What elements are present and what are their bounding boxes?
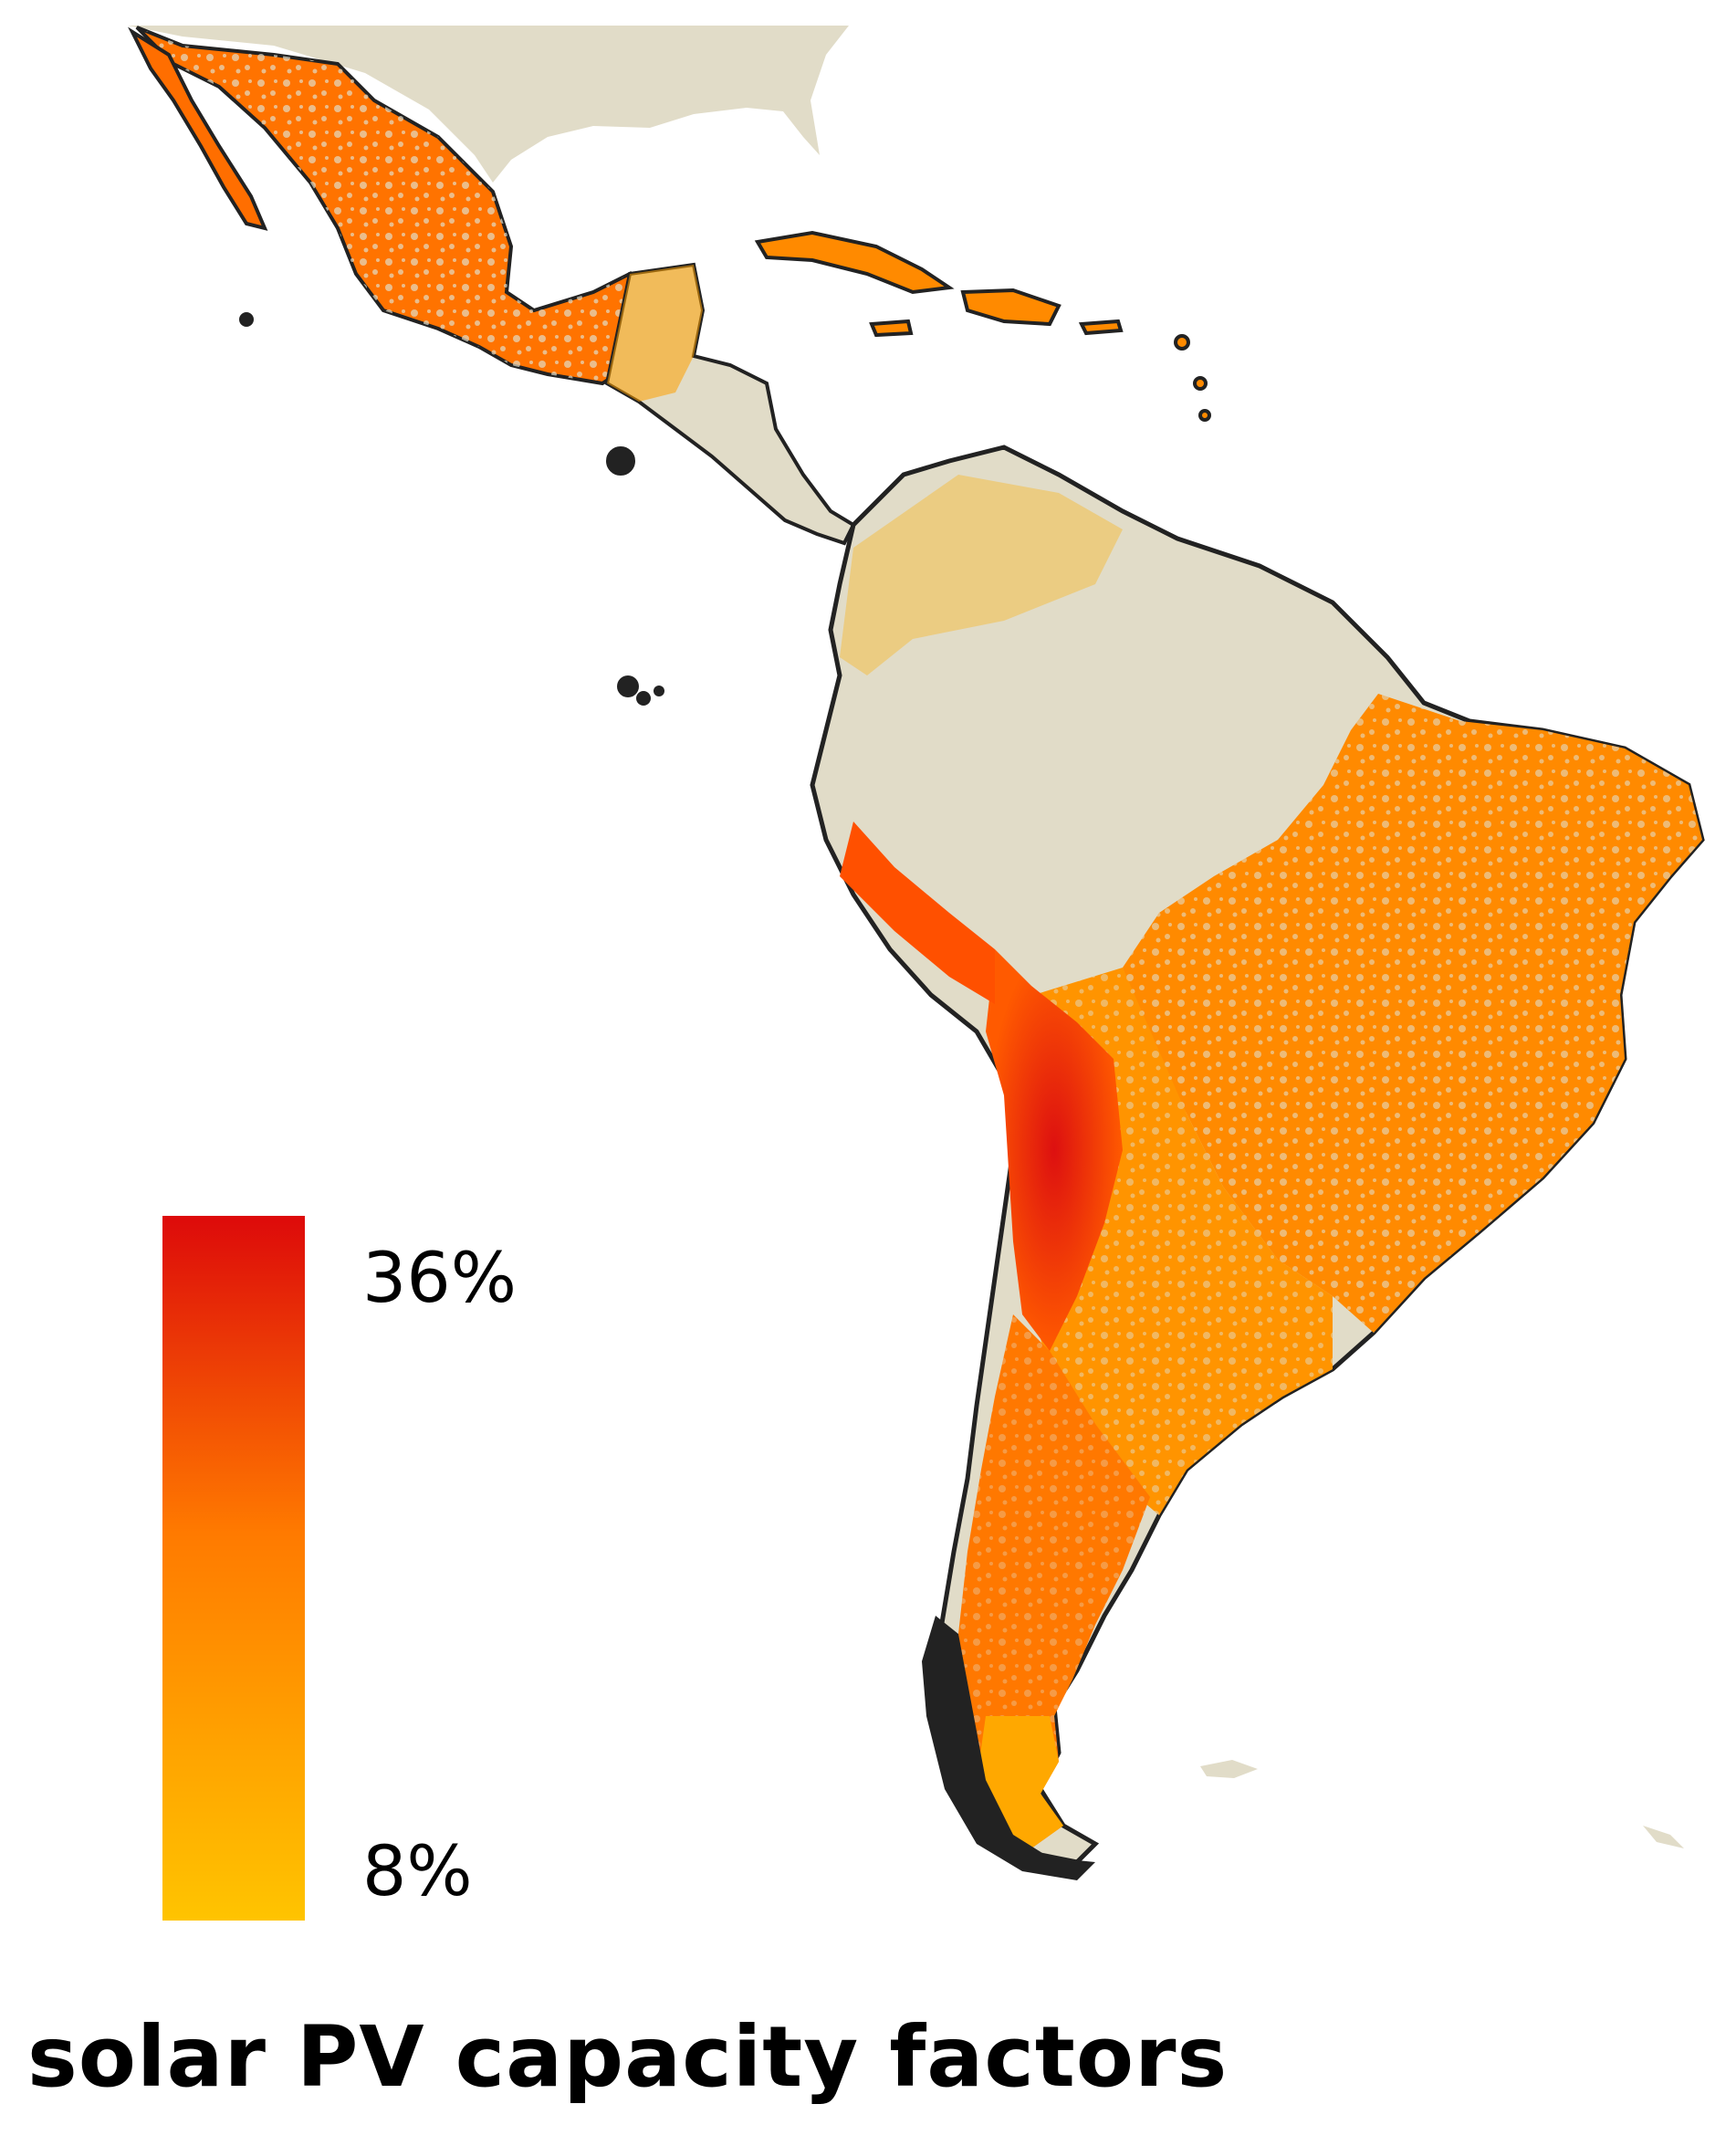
caribbean-islands (239, 230, 1211, 476)
baja-california (128, 26, 268, 231)
galapagos-islands (617, 675, 664, 706)
map-title: solar PV capacity factors (27, 2008, 1229, 2106)
falkland-islands (1200, 1760, 1258, 1778)
legend-color-bar (162, 1216, 305, 1921)
chile-fjord-coast (922, 1616, 1095, 1880)
andes-region (986, 949, 1123, 1351)
north-america-background (128, 26, 849, 183)
legend-min-label: 8% (362, 1830, 473, 1911)
legend-max-label: 36% (362, 1237, 517, 1318)
